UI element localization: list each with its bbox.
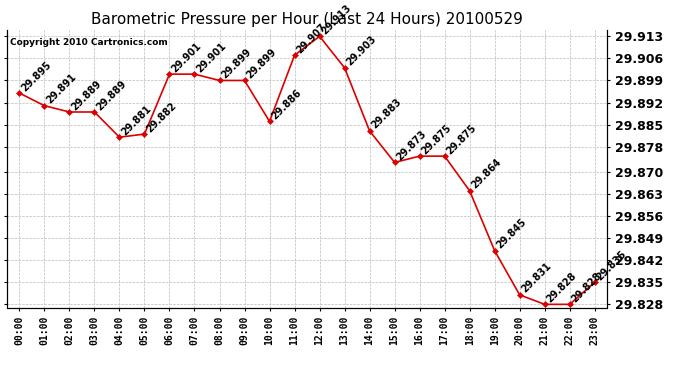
Text: 29.899: 29.899 [219, 47, 253, 81]
Text: 29.889: 29.889 [95, 78, 128, 112]
Title: Barometric Pressure per Hour (Last 24 Hours) 20100529: Barometric Pressure per Hour (Last 24 Ho… [91, 12, 523, 27]
Text: 29.828: 29.828 [570, 271, 604, 304]
Text: 29.828: 29.828 [544, 271, 578, 304]
Text: 29.903: 29.903 [344, 34, 378, 68]
Text: 29.875: 29.875 [420, 123, 453, 156]
Text: 29.891: 29.891 [44, 72, 78, 106]
Text: 29.835: 29.835 [595, 249, 629, 282]
Text: 29.901: 29.901 [195, 40, 228, 74]
Text: 29.864: 29.864 [470, 157, 503, 191]
Text: 29.913: 29.913 [319, 3, 353, 36]
Text: 29.881: 29.881 [119, 104, 153, 137]
Text: 29.899: 29.899 [244, 47, 278, 81]
Text: 29.895: 29.895 [19, 59, 53, 93]
Text: 29.882: 29.882 [144, 100, 178, 134]
Text: 29.875: 29.875 [444, 123, 478, 156]
Text: Copyright 2010 Cartronics.com: Copyright 2010 Cartronics.com [10, 38, 168, 47]
Text: 29.907: 29.907 [295, 22, 328, 55]
Text: 29.831: 29.831 [520, 261, 553, 295]
Text: 29.873: 29.873 [395, 129, 428, 162]
Text: 29.845: 29.845 [495, 217, 529, 251]
Text: 29.886: 29.886 [270, 88, 304, 122]
Text: 29.883: 29.883 [370, 97, 404, 131]
Text: 29.889: 29.889 [70, 78, 104, 112]
Text: 29.901: 29.901 [170, 40, 203, 74]
